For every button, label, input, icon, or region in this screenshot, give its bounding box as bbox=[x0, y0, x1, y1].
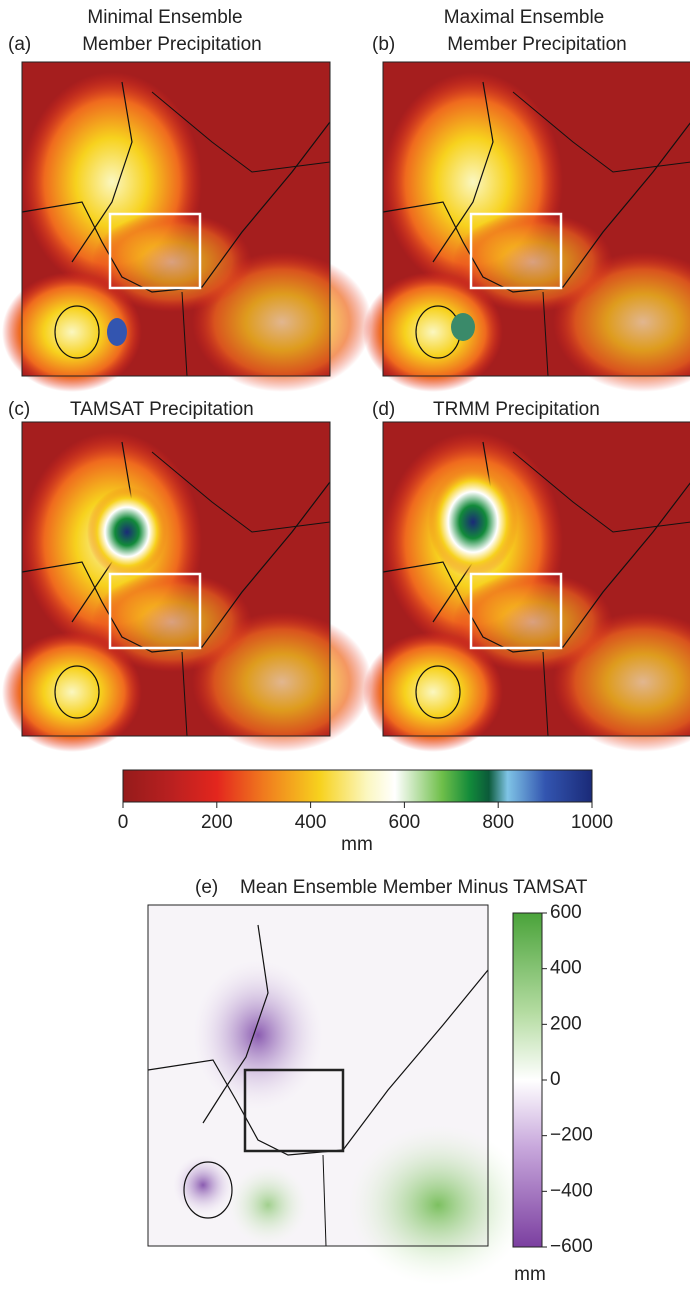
panel-title: Mean Ensemble Member Minus TAMSAT bbox=[240, 877, 588, 898]
colorbar-tick-label: 800 bbox=[482, 812, 514, 833]
colorbar-ticks: 0 200 400 600 800 1000 bbox=[118, 802, 613, 833]
diff-colorbar-tick-label: 0 bbox=[550, 1069, 561, 1090]
panel-title: Member Precipitation bbox=[447, 34, 627, 55]
diff-colorbar bbox=[512, 912, 543, 1248]
diff-colorbar-unit: mm bbox=[514, 1264, 546, 1285]
panel-title: Member Precipitation bbox=[82, 34, 262, 55]
panel-title: TRMM Precipitation bbox=[433, 399, 600, 420]
panel-tag: (b) bbox=[372, 34, 395, 55]
colorbar-unit: mm bbox=[341, 834, 373, 855]
panel-tag: (d) bbox=[372, 399, 395, 420]
diff-colorbar-tick-label: 600 bbox=[550, 902, 582, 923]
map-d bbox=[362, 421, 690, 753]
diff-colorbar-ticks: 600 400 200 0 −200 −400 −600 bbox=[542, 902, 593, 1257]
panel-title: Maximal Ensemble bbox=[444, 7, 605, 28]
panel-tag: (c) bbox=[8, 399, 30, 420]
colorbar-tick-label: 400 bbox=[295, 812, 327, 833]
diff-colorbar-tick-label: −600 bbox=[550, 1236, 593, 1257]
diff-colorbar-tick-label: 400 bbox=[550, 958, 582, 979]
colorbar-tick-label: 200 bbox=[201, 812, 233, 833]
panel-tag: (e) bbox=[195, 877, 218, 898]
diff-colorbar-tick-label: −400 bbox=[550, 1180, 593, 1201]
diff-colorbar-tick-label: −200 bbox=[550, 1125, 593, 1146]
colorbar-tick-label: 0 bbox=[118, 812, 129, 833]
panel-title: Minimal Ensemble bbox=[87, 7, 242, 28]
map-b bbox=[362, 61, 690, 393]
map-c bbox=[1, 421, 373, 753]
panel-tag: (a) bbox=[8, 34, 31, 55]
map-e bbox=[147, 904, 528, 1285]
colorbar bbox=[122, 769, 593, 803]
panel-title: TAMSAT Precipitation bbox=[70, 399, 254, 420]
colorbar-tick-label: 1000 bbox=[571, 812, 613, 833]
colorbar-tick-label: 600 bbox=[389, 812, 421, 833]
map-a bbox=[1, 61, 373, 393]
diff-colorbar-tick-label: 200 bbox=[550, 1013, 582, 1034]
